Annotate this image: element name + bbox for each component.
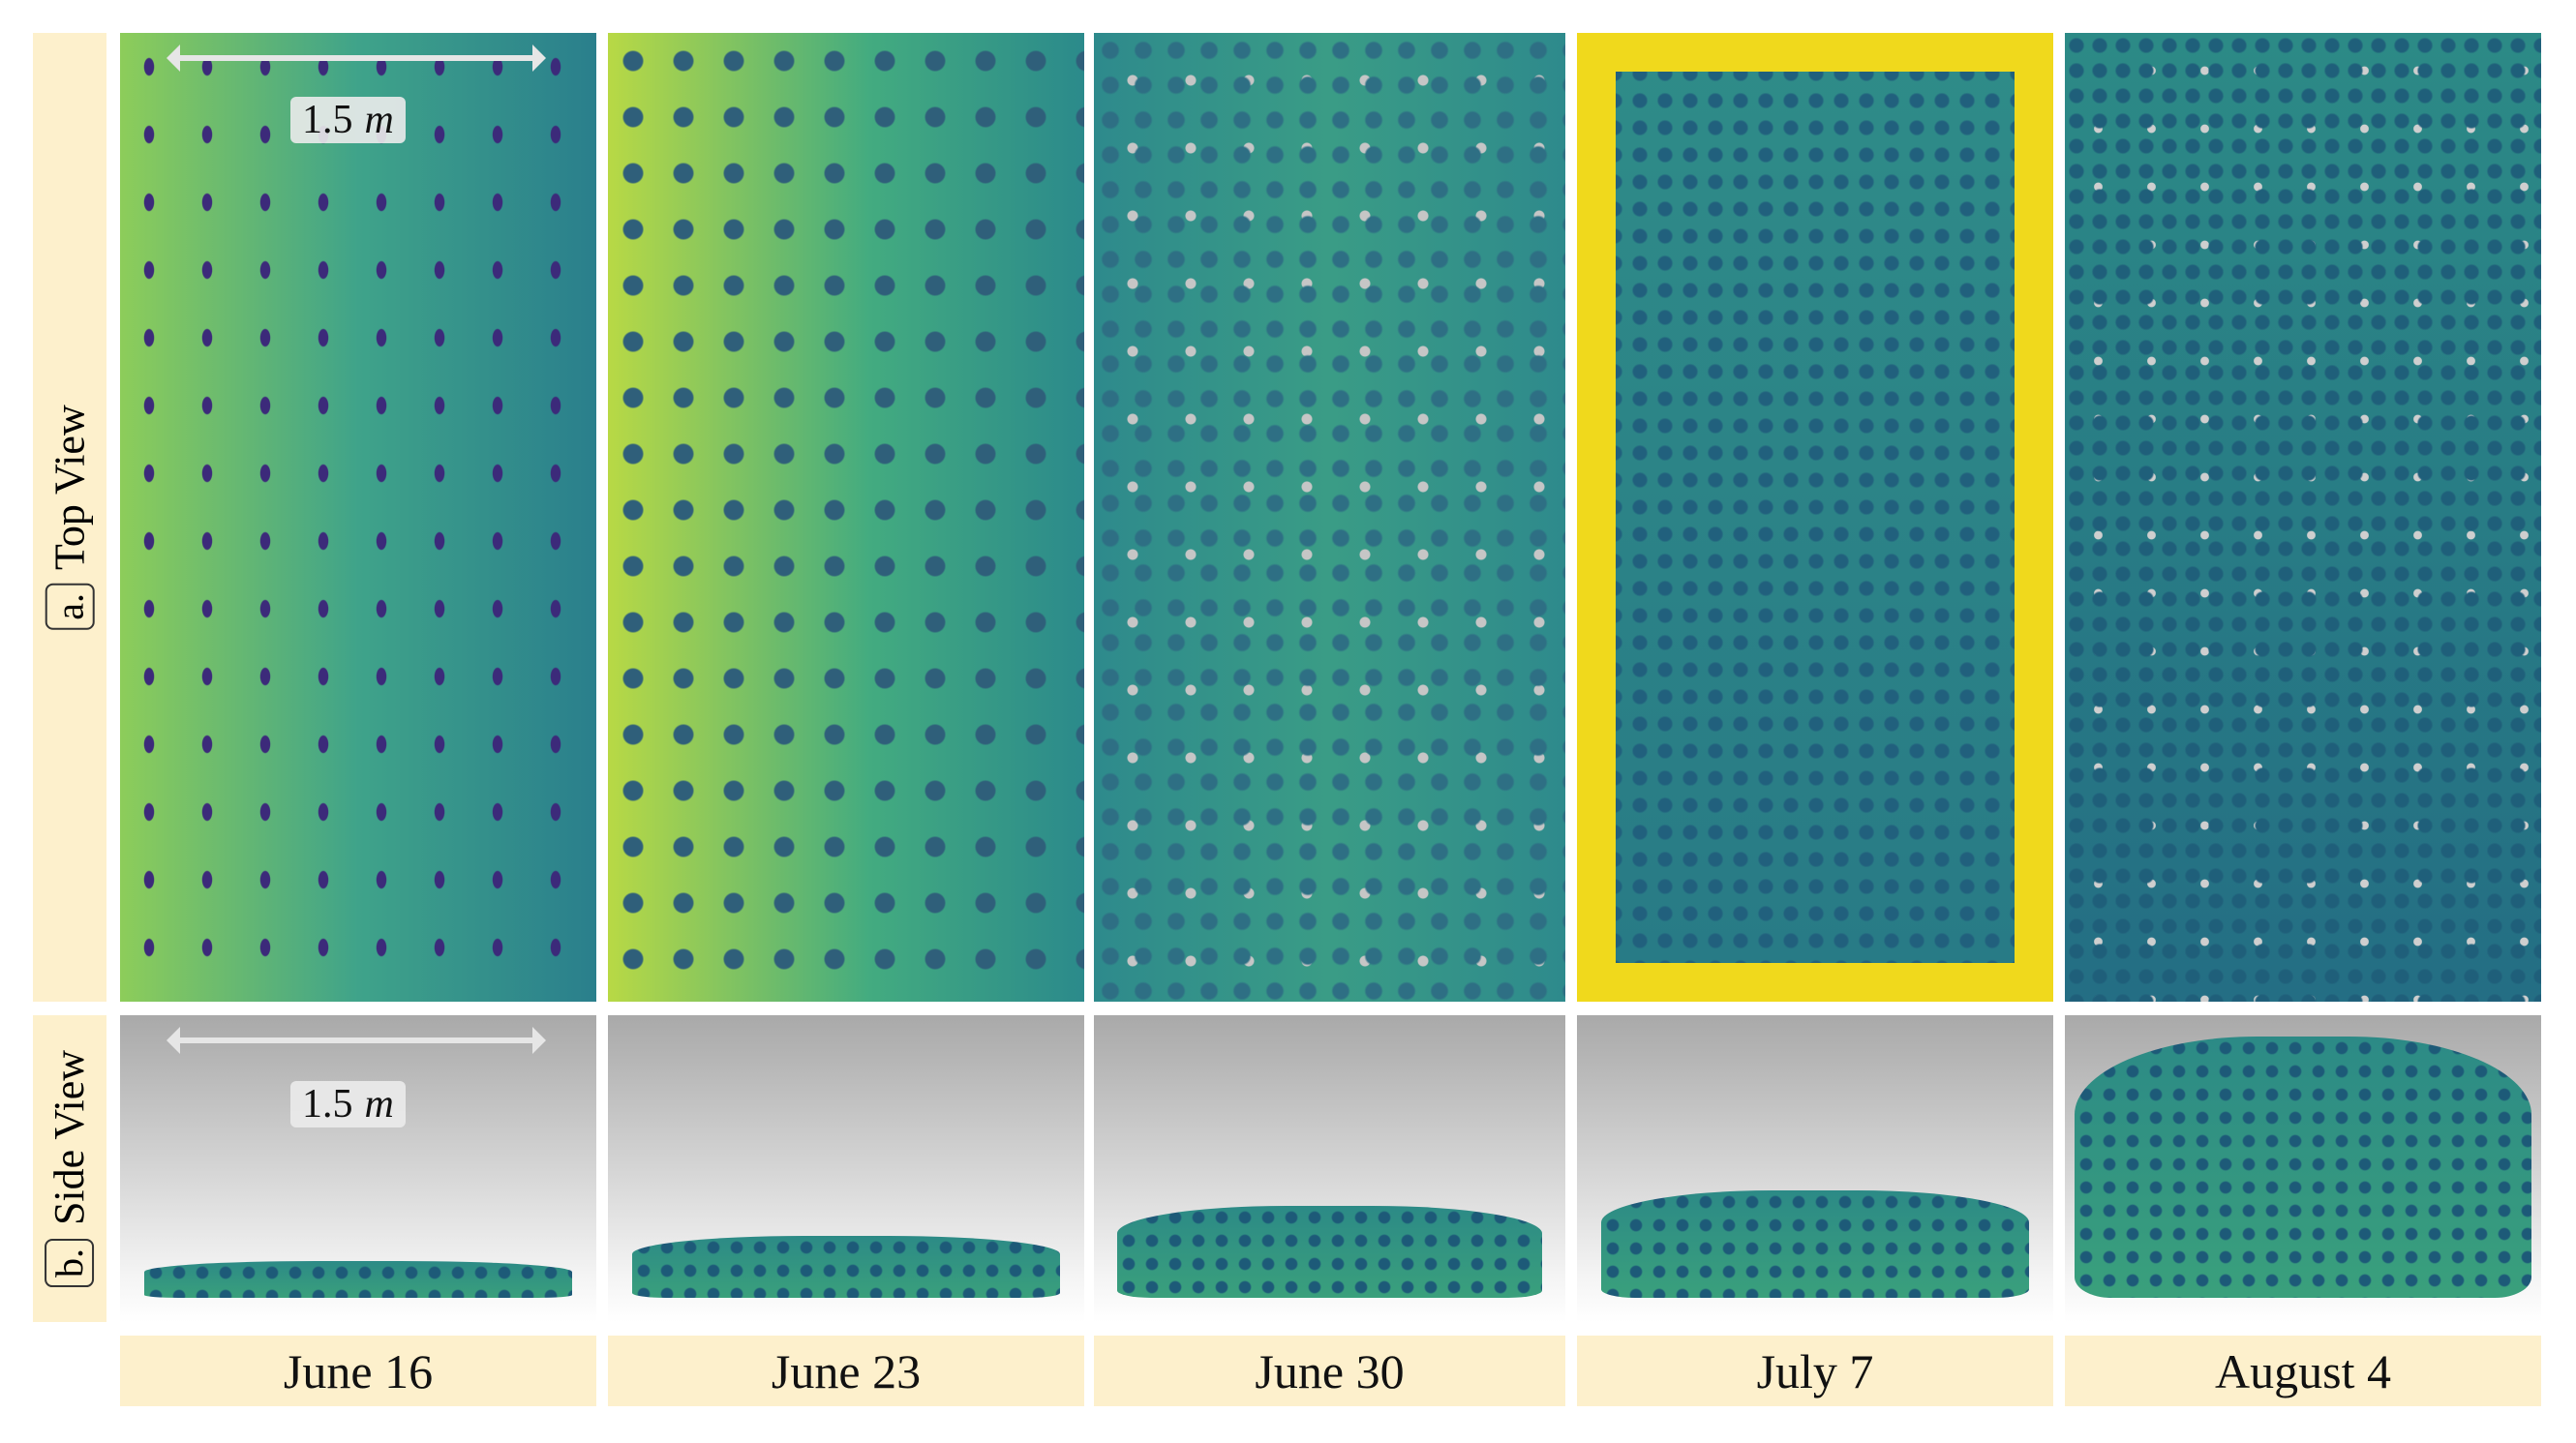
plant-canopy <box>1117 1205 1542 1298</box>
scale-number: 1.5 <box>302 1082 353 1127</box>
top-view-image <box>608 33 1084 1002</box>
row-label-side: b. Side View <box>33 1015 106 1322</box>
scale-number: 1.5 <box>302 98 353 142</box>
scale-arrow <box>167 1027 546 1054</box>
scale-unit: m <box>364 98 394 142</box>
date-label: June 30 <box>1094 1336 1565 1406</box>
top-view-image <box>1094 33 1565 1002</box>
row-label-top: a. Top View <box>33 33 106 1002</box>
side-view-image <box>1094 1015 1565 1322</box>
date-label: June 23 <box>608 1336 1084 1406</box>
scale-unit: m <box>364 1082 394 1127</box>
top-view-image <box>1577 33 2053 1002</box>
scale-arrow <box>167 45 546 72</box>
date-label: July 7 <box>1577 1336 2053 1406</box>
row-tag: a. <box>45 583 95 630</box>
scale-label: 1.5 m <box>290 97 406 143</box>
row-tag: b. <box>45 1239 95 1288</box>
side-view-image <box>120 1015 596 1322</box>
row-title: Top View <box>45 405 94 570</box>
scale-label: 1.5 m <box>290 1081 406 1127</box>
plant-canopy <box>2074 1037 2532 1298</box>
row-title: Side View <box>45 1049 94 1226</box>
plant-canopy <box>143 1260 573 1298</box>
top-view-image <box>120 33 596 1002</box>
side-view-image <box>2065 1015 2541 1322</box>
side-view-image <box>608 1015 1084 1322</box>
date-label: August 4 <box>2065 1336 2541 1406</box>
date-label: June 16 <box>120 1336 596 1406</box>
side-view-image <box>1577 1015 2053 1322</box>
top-view-image <box>2065 33 2541 1002</box>
plant-canopy <box>1600 1189 2030 1298</box>
plant-canopy <box>631 1236 1061 1298</box>
